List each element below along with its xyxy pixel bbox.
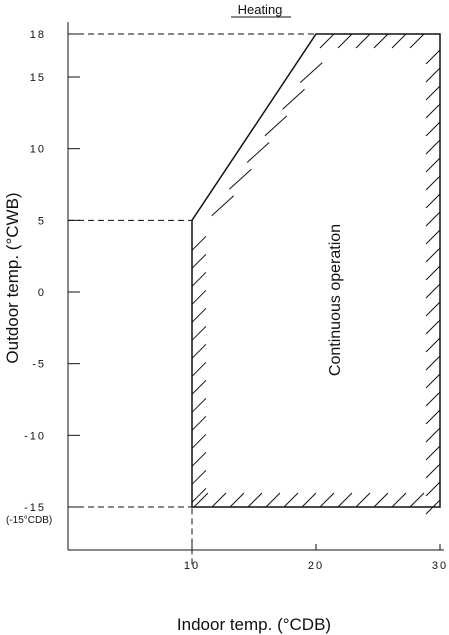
hatch-mark [425, 409, 441, 425]
hatch-mark [337, 492, 353, 508]
hatch-mark [319, 492, 335, 508]
hatch-mark [264, 115, 288, 137]
hatch-mark [191, 433, 207, 449]
hatch-mark [191, 451, 207, 467]
hatch-mark [191, 325, 207, 341]
hatch-mark [425, 103, 441, 119]
hatch-mark [355, 33, 371, 49]
hatch-mark [373, 492, 389, 508]
hatch-mark [425, 481, 441, 497]
hatch-mark [409, 492, 425, 508]
hatch-mark [425, 85, 441, 101]
y-tick-label: 0 [38, 287, 46, 299]
hatch-mark [425, 49, 441, 65]
hatch-mark [191, 289, 207, 305]
operation-region [191, 33, 441, 508]
hatch-mark [425, 301, 441, 317]
hatch-mark [425, 247, 441, 263]
hatch-mark [191, 469, 207, 485]
hatch-mark [191, 307, 207, 323]
y-tick-label: -10 [24, 430, 46, 442]
hatch-mark [425, 67, 441, 83]
y-tick-label: 15 [30, 72, 46, 84]
hatch-mark [191, 487, 207, 503]
hatch-mark [191, 253, 207, 269]
hatch-mark [425, 355, 441, 371]
hatch-mark [229, 492, 245, 508]
hatch-mark [425, 193, 441, 209]
x-tick-label: 30 [432, 560, 448, 572]
hatch-mark [282, 88, 305, 110]
hatch-mark [425, 229, 441, 245]
hatch-mark [337, 33, 353, 49]
hatch-mark [425, 211, 441, 227]
hatch-mark [425, 157, 441, 173]
hatch-mark [246, 142, 270, 163]
hatch-mark [391, 33, 407, 49]
hatch-mark [425, 391, 441, 407]
hatch-mark [425, 175, 441, 191]
hatch-mark [211, 492, 227, 508]
y-tick-note: (-15°CDB) [6, 515, 52, 526]
hatch-mark [191, 415, 207, 431]
hatch-mark [191, 343, 207, 359]
hatch-mark [319, 33, 335, 49]
region-boundary [191, 33, 441, 508]
x-axis-title: Indoor temp. (°CDB) [177, 615, 331, 634]
hatch-mark [191, 271, 207, 287]
hatch-mark [425, 373, 441, 389]
hatch-mark [191, 361, 207, 377]
hatch-mark [247, 492, 263, 508]
hatch-mark [425, 427, 441, 443]
y-tick-label: 10 [30, 144, 46, 156]
y-axis-title: Outdoor temp. (°CWB) [3, 192, 22, 363]
hatch-mark [211, 195, 235, 217]
hatch-mark [409, 33, 425, 49]
hatch-mark [355, 492, 371, 508]
hatch-mark [425, 319, 441, 335]
chart-title: Heating [238, 2, 283, 17]
hatch-group [191, 33, 441, 515]
hatch-mark [191, 379, 207, 395]
hatch-mark [229, 168, 252, 190]
hatch-mark [425, 265, 441, 281]
hatch-mark [391, 492, 407, 508]
hatch-mark [425, 139, 441, 155]
hatch-mark [373, 33, 389, 49]
hatch-mark [425, 445, 441, 461]
y-tick-label: -5 [32, 359, 46, 371]
hatch-mark [425, 463, 441, 479]
y-tick-label: -15 [24, 502, 46, 514]
hatch-mark [283, 492, 299, 508]
hatch-mark [425, 121, 441, 137]
x-axis-ticks: 10 20 30 [184, 544, 448, 572]
hatch-mark [191, 397, 207, 413]
hatch-mark [425, 337, 441, 353]
x-tick-label: 20 [308, 560, 324, 572]
region-label: Continuous operation [327, 224, 344, 376]
hatch-mark [425, 283, 441, 299]
y-tick-label: 5 [38, 215, 46, 227]
hatch-mark [191, 235, 207, 251]
hatch-mark [193, 492, 209, 508]
y-tick-label: 18 [30, 29, 46, 41]
hatch-mark [301, 492, 317, 508]
y-axis-ticks: 18 15 10 5 0 -5 -10 -15 [24, 29, 80, 514]
x-tick-label: 10 [184, 560, 200, 572]
hatch-mark [265, 492, 281, 508]
hatch-mark [299, 62, 323, 83]
reference-lines [68, 33, 316, 565]
